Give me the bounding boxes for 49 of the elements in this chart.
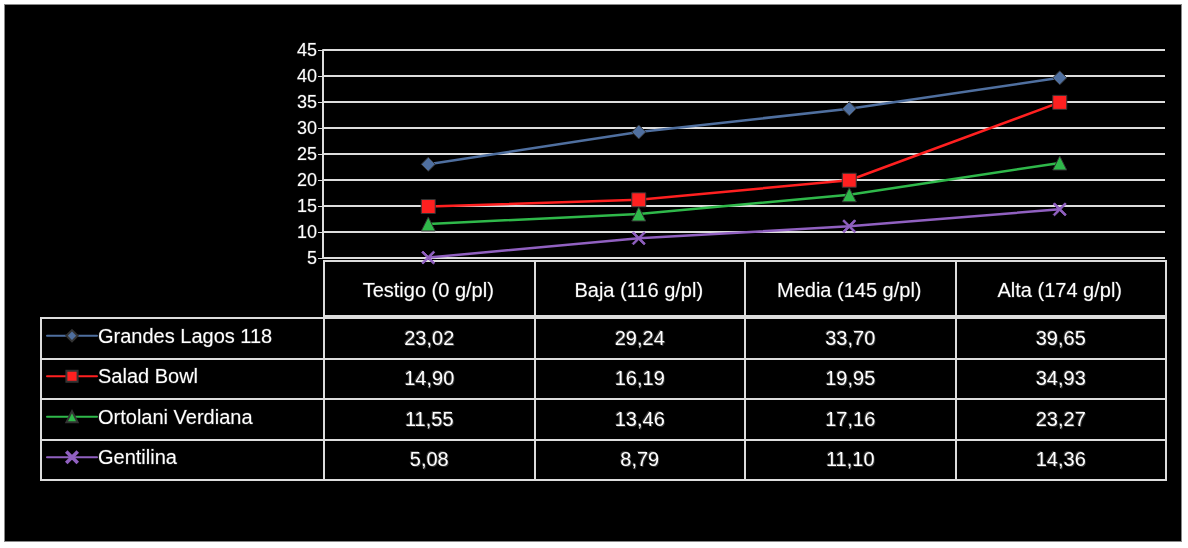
point: [631, 231, 646, 246]
x-tick-label: Baja (116 g/pl): [574, 279, 704, 301]
data-label: 8,79: [533, 438, 746, 481]
y-tick-label: 30: [296, 118, 317, 138]
x-tick-label: Alta (174 g/pl): [997, 279, 1123, 301]
point: [420, 156, 436, 172]
point: [1052, 94, 1068, 110]
point: [631, 206, 647, 222]
point: [631, 192, 647, 208]
data-label: 19,95: [744, 357, 957, 400]
point: [1052, 70, 1068, 86]
y-tick-label: 35: [296, 92, 317, 112]
point: [842, 219, 857, 234]
y-tick-label: 10: [296, 222, 317, 242]
point: [1052, 202, 1067, 217]
y-tick-label: 20: [296, 170, 317, 190]
y-tick-label: 5: [306, 248, 317, 268]
point: [631, 124, 647, 140]
point: [841, 172, 857, 188]
point: [841, 101, 857, 117]
data-label: 14,36: [954, 438, 1167, 481]
data-label: 34,93: [954, 357, 1167, 400]
y-tick-label: 40: [296, 66, 317, 86]
point: [1052, 155, 1068, 171]
data-label: 11,10: [744, 438, 957, 481]
data-label: 17,16: [744, 398, 957, 441]
data-label: 13,46: [533, 398, 746, 441]
data-label: 5,08: [323, 438, 536, 481]
y-tick-label: 15: [296, 196, 317, 216]
data-label: 11,55: [323, 398, 536, 441]
y-tick-label: 25: [296, 144, 317, 164]
data-label: 16,19: [533, 357, 746, 400]
data-label: 39,65: [954, 317, 1167, 360]
data-label: 29,24: [533, 317, 746, 360]
point: [420, 199, 436, 215]
point: [841, 187, 857, 203]
legend-label: Ortolani Verdiana: [98, 405, 254, 428]
x-tick-label: Testigo (0 g/pl): [362, 279, 494, 301]
y-tick-label: 45: [296, 40, 317, 60]
data-label: 23,02: [323, 317, 536, 360]
data-label: 23,27: [954, 398, 1167, 441]
legend-label: Gentilina: [98, 446, 178, 469]
legend-label: Salad Bowl: [98, 365, 199, 388]
data-label: 14,90: [323, 357, 536, 400]
data-label: 33,70: [744, 317, 957, 360]
point: [421, 250, 436, 265]
legend-label: Grandes Lagos 118: [98, 324, 273, 347]
point: [420, 216, 436, 232]
x-tick-label: Media (145 g/pl): [776, 279, 922, 301]
